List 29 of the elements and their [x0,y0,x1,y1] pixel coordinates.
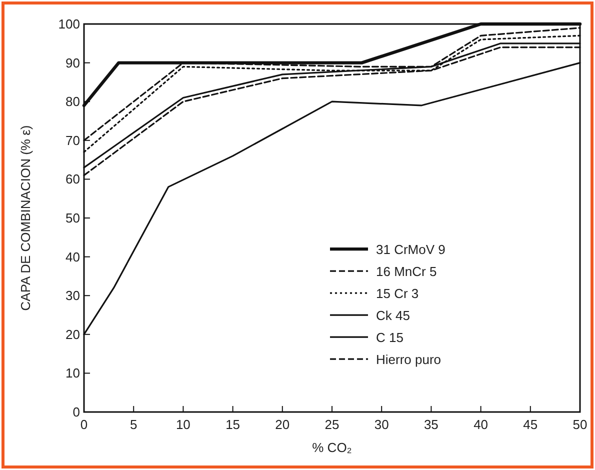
y-tick-label: 60 [66,172,80,187]
x-tick-label: 5 [130,417,138,432]
x-tick-label: 10 [176,417,190,432]
x-tick-label: 40 [474,417,488,432]
y-tick-label: 90 [66,55,80,70]
y-tick-label: 50 [66,210,80,226]
legend-label: Hierro puro [376,352,442,368]
y-axis-title: CAPA DE COMBINACION (% ε) [18,125,33,311]
x-tick-label: 50 [572,417,588,432]
x-tick-label: 25 [324,417,340,432]
legend-label: 16 MnCr 5 [376,264,437,280]
legend-label: Ck 45 [376,308,410,324]
x-tick-label: 30 [374,417,389,432]
legend-label: 15 Cr 3 [376,286,419,302]
y-tick-label: 30 [66,288,80,304]
y-tick-label: 20 [66,326,80,342]
y-tick-label: 0 [72,404,80,420]
y-tick-label: 70 [66,132,80,148]
x-tick-label: 20 [275,417,290,432]
y-tick-label: 100 [58,16,80,32]
x-tick-label: 35 [424,417,438,432]
legend-label: C 15 [376,330,404,346]
x-axis-title: % CO₂ [312,440,352,455]
y-tick-label: 80 [66,94,80,110]
y-tick-label: 40 [66,249,80,264]
x-tick-label: 15 [226,417,240,432]
x-tick-label: 45 [523,417,538,432]
legend-label: 31 CrMoV 9 [376,242,446,258]
y-tick-label: 10 [66,366,80,381]
